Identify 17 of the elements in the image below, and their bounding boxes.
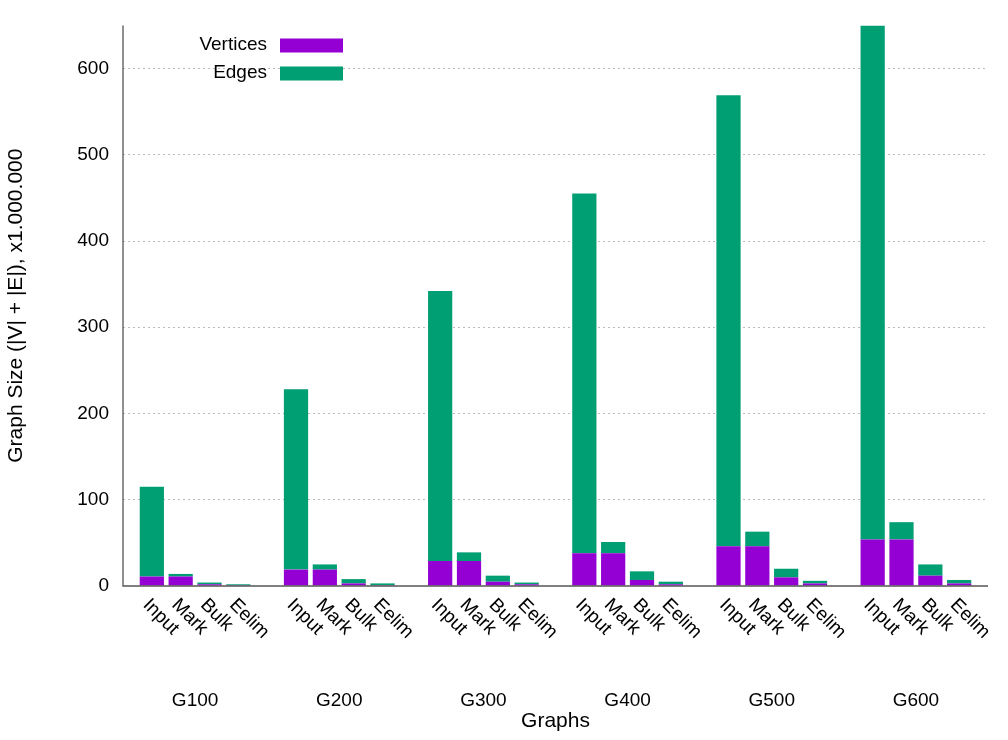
y-tick-label: 400 bbox=[77, 229, 109, 251]
y-tick-label: 300 bbox=[77, 315, 109, 337]
text: G400 bbox=[604, 689, 651, 711]
legend-label: Edges bbox=[213, 60, 267, 82]
y-tick-label: 0 bbox=[98, 574, 109, 596]
legend-label: Vertices bbox=[199, 32, 267, 54]
x-axis-title: Graphs bbox=[521, 708, 590, 732]
y-tick-label: 200 bbox=[77, 401, 109, 423]
y-tick-label: 600 bbox=[77, 56, 109, 78]
text: G600 bbox=[892, 689, 940, 711]
y-tick-label: 500 bbox=[77, 143, 109, 164]
text: G500 bbox=[748, 689, 795, 711]
y-axis-title: Graph Size (|V| + |E|), x1.000.000 bbox=[3, 148, 27, 463]
text: G100 bbox=[171, 689, 219, 711]
text: G200 bbox=[316, 689, 363, 711]
text: G300 bbox=[460, 689, 507, 711]
y-tick-label: 100 bbox=[77, 487, 109, 509]
